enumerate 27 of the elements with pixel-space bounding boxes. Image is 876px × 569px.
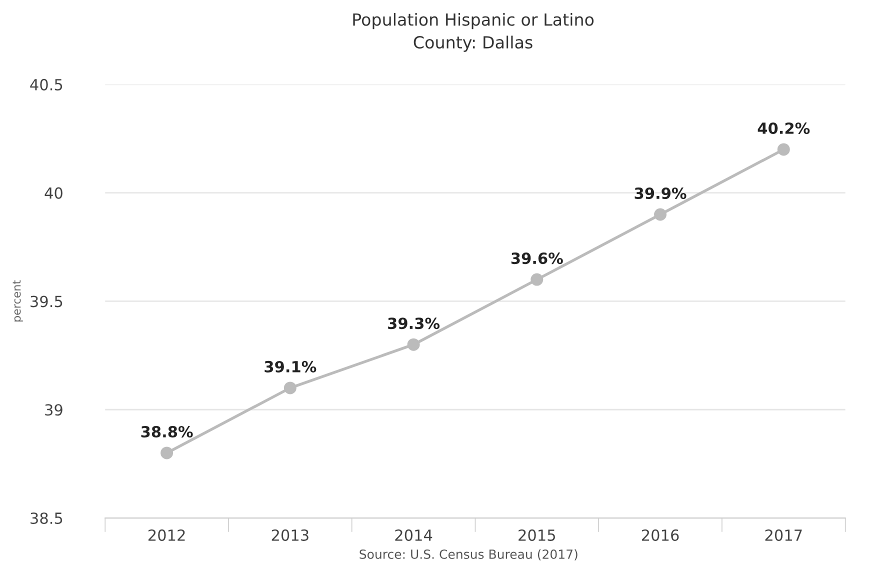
chart-subtitle: County: Dallas bbox=[414, 36, 532, 52]
chart-title: Population Hispanic or Latino bbox=[353, 12, 594, 30]
data-label: 39.6% bbox=[511, 252, 563, 264]
point bbox=[530, 273, 544, 286]
point bbox=[777, 143, 790, 156]
x-tick-label: 2012 bbox=[148, 529, 185, 541]
data-label: 39.3% bbox=[388, 318, 440, 330]
y-tick-label: 38.5 bbox=[30, 512, 62, 524]
y-tick-label: 39 bbox=[45, 404, 62, 416]
y-axis-title: percent bbox=[12, 280, 23, 322]
data-label: 39.9% bbox=[634, 187, 686, 200]
x-tick-label: 2016 bbox=[642, 529, 679, 541]
x-tick-label: 2013 bbox=[272, 529, 308, 541]
data-label: 40.2% bbox=[758, 122, 810, 134]
point bbox=[160, 446, 174, 460]
data-label: 38.8% bbox=[141, 426, 193, 438]
point bbox=[654, 208, 667, 221]
point bbox=[407, 338, 420, 351]
x-tick-label: 2017 bbox=[765, 529, 802, 541]
y-tick-label: 39.5 bbox=[30, 296, 62, 308]
source-note: Source: U.S. Census Bureau (2017) bbox=[360, 549, 578, 560]
x-tick-label: 2014 bbox=[395, 529, 432, 541]
x-tick-label: 2015 bbox=[518, 529, 556, 541]
y-tick-label: 40.5 bbox=[30, 78, 62, 90]
y-tick-label: 40 bbox=[44, 187, 62, 199]
point bbox=[284, 382, 296, 394]
data-label: 39.1% bbox=[264, 360, 316, 372]
